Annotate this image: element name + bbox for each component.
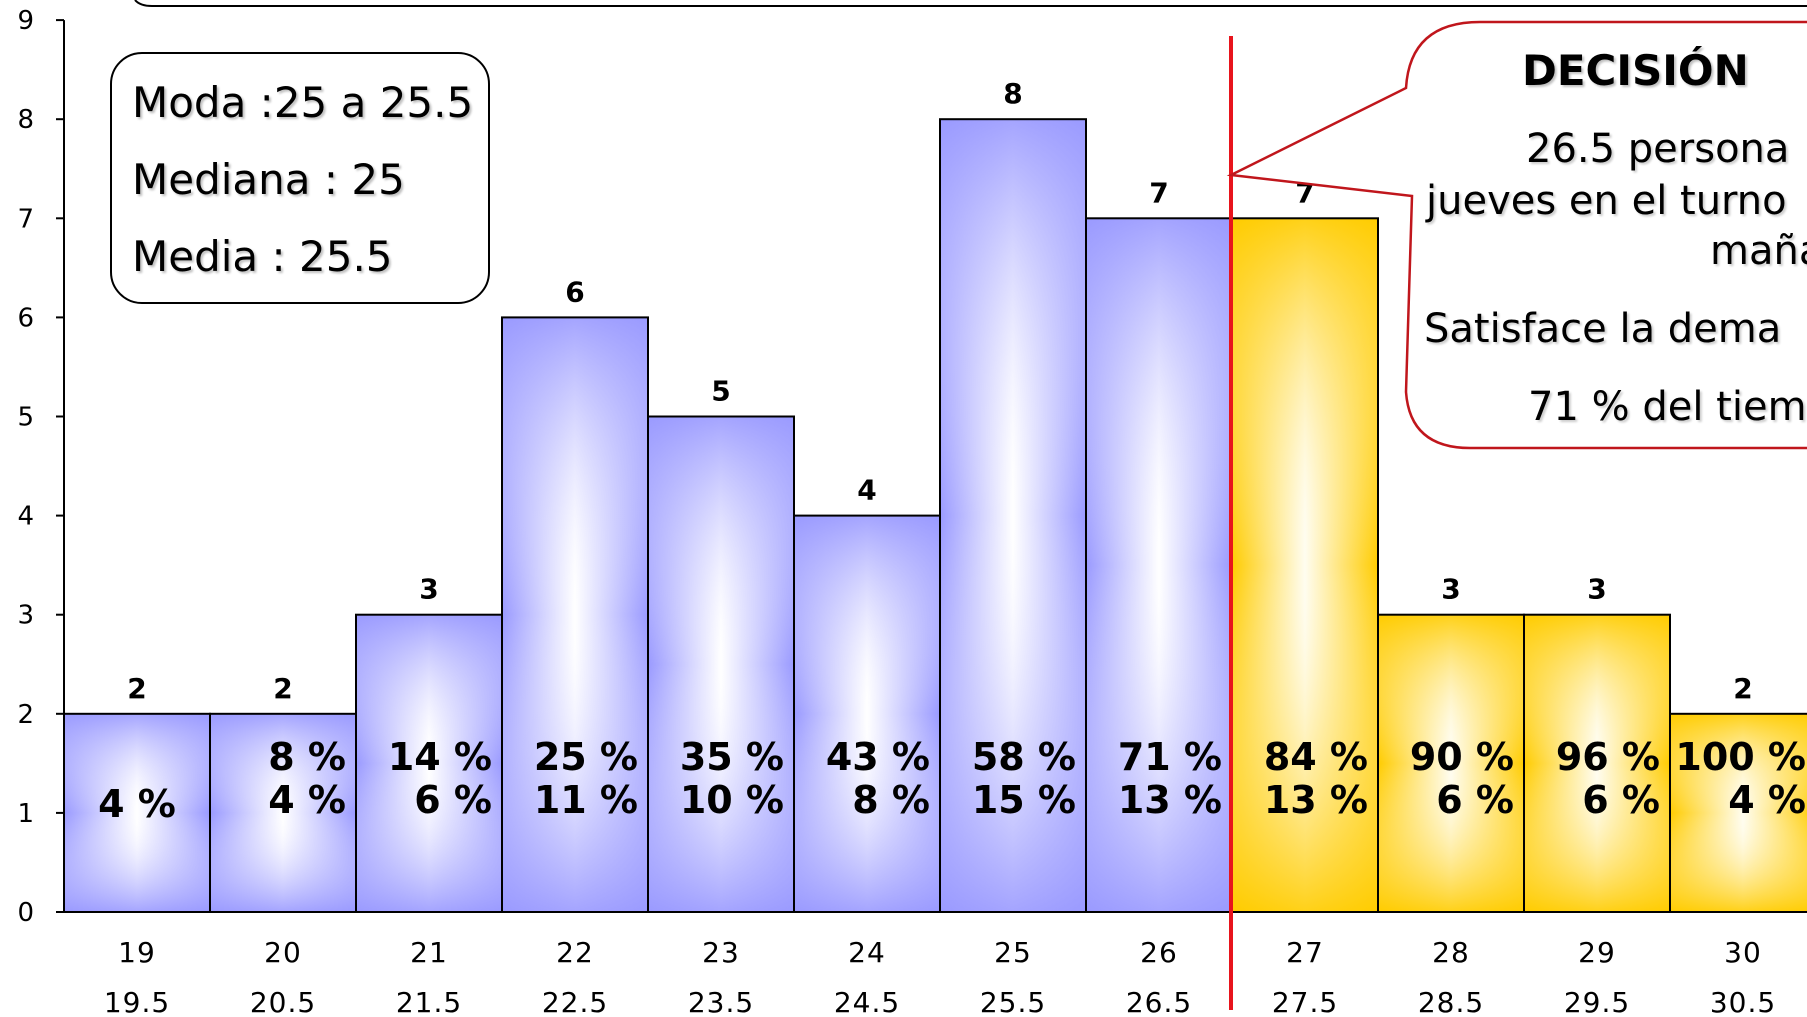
percent-label: 6 % — [414, 778, 492, 822]
cumulative-percent-label: 25 % — [534, 735, 638, 779]
decision-line-3: maña — [1710, 228, 1807, 274]
x-tick-sublabel: 24.5 — [834, 986, 900, 1017]
x-tick-sublabel: 19.5 — [104, 986, 170, 1017]
x-tick-label: 23 — [702, 936, 740, 969]
x-tick-sublabel: 27.5 — [1272, 986, 1338, 1017]
x-tick-label: 19 — [118, 936, 156, 969]
percent-label: 4 % — [98, 782, 176, 826]
bar-shade — [1377, 613, 1525, 913]
cumulative-percent-label: 35 % — [680, 735, 784, 779]
bar-value-label: 5 — [711, 375, 730, 408]
x-tick-label: 22 — [556, 936, 594, 969]
bar-value-label: 8 — [1003, 77, 1022, 110]
bar-shade — [939, 118, 1087, 913]
x-tick-sublabel: 26.5 — [1126, 986, 1192, 1017]
percent-label: 8 % — [852, 778, 930, 822]
cumulative-percent-label: 58 % — [972, 735, 1076, 779]
percent-label: 15 % — [972, 778, 1076, 822]
bar-shade — [1231, 217, 1379, 914]
x-tick-sublabel: 20.5 — [250, 986, 316, 1017]
bar-value-label: 4 — [857, 474, 876, 507]
x-tick-sublabel: 22.5 — [542, 986, 608, 1017]
percent-label: 11 % — [534, 778, 638, 822]
x-tick-label: 27 — [1286, 936, 1324, 969]
median-text: Mediana : 25 — [132, 155, 405, 204]
x-tick-label: 26 — [1140, 936, 1178, 969]
bar-value-label: 2 — [127, 672, 146, 705]
statistics-box: Moda :25 a 25.5 Mediana : 25 Media : 25.… — [110, 52, 490, 304]
cumulative-percent-label: 43 % — [826, 735, 930, 779]
x-tick-label: 30 — [1724, 936, 1762, 969]
bar-shade — [1669, 712, 1807, 913]
x-tick-sublabel: 30.5 — [1710, 986, 1776, 1017]
y-tick-label: 8 — [17, 105, 34, 135]
percent-label: 10 % — [680, 778, 784, 822]
percent-label: 13 % — [1264, 778, 1368, 822]
x-tick-label: 20 — [264, 936, 302, 969]
bar-shade — [793, 514, 941, 913]
cumulative-percent-label: 100 % — [1675, 735, 1806, 779]
x-tick-sublabel: 25.5 — [980, 986, 1046, 1017]
decision-line-1: 26.5 persona — [1526, 126, 1790, 172]
x-tick-sublabel: 29.5 — [1564, 986, 1630, 1017]
x-tick-sublabel: 28.5 — [1418, 986, 1484, 1017]
y-tick-label: 9 — [17, 6, 34, 36]
bar-shade — [501, 316, 649, 913]
y-tick-label: 3 — [17, 601, 34, 631]
bar-value-label: 3 — [1441, 573, 1460, 606]
decision-line-4: Satisface la dema — [1424, 306, 1782, 352]
cumulative-percent-label: 96 % — [1556, 735, 1660, 779]
bar-value-label: 2 — [273, 672, 292, 705]
bar-value-label: 7 — [1149, 176, 1168, 209]
percent-label: 4 % — [1728, 778, 1806, 822]
percent-label: 4 % — [268, 778, 346, 822]
y-tick-label: 1 — [17, 799, 34, 829]
bar-shade — [63, 712, 211, 913]
y-tick-label: 2 — [17, 700, 34, 730]
bar-value-label: 2 — [1733, 672, 1752, 705]
mean-text: Media : 25.5 — [132, 232, 393, 281]
bar-labels: 24 %28 %4 %314 %6 %625 %11 %535 %10 %443… — [98, 77, 1806, 826]
x-tick-label: 28 — [1432, 936, 1470, 969]
x-tick-label: 21 — [410, 936, 448, 969]
bar-shade — [209, 712, 357, 913]
decision-line-5: 71 % del tiem — [1528, 384, 1807, 430]
decision-line-2: jueves en el turno — [1426, 178, 1787, 224]
y-tick-label: 7 — [17, 204, 34, 234]
x-tick-label: 29 — [1578, 936, 1616, 969]
top-banner-border — [134, 0, 1807, 7]
x-tick-label: 24 — [848, 936, 886, 969]
y-tick-label: 6 — [17, 303, 34, 333]
bar-shade — [647, 415, 795, 913]
x-tick-sublabel: 21.5 — [396, 986, 462, 1017]
x-tick-label: 25 — [994, 936, 1032, 969]
cumulative-percent-label: 90 % — [1410, 735, 1514, 779]
bar-value-label: 6 — [565, 275, 584, 308]
bar-value-label: 3 — [1587, 573, 1606, 606]
cumulative-percent-label: 71 % — [1118, 735, 1222, 779]
y-tick-label: 4 — [17, 502, 34, 532]
mode-text: Moda :25 a 25.5 — [132, 78, 474, 127]
y-tick-label: 5 — [17, 403, 34, 433]
bar-shade — [355, 613, 503, 913]
x-tick-sublabel: 23.5 — [688, 986, 754, 1017]
y-tick-label: 0 — [17, 898, 34, 928]
x-axis-labels: 19 19.5 20 20.5 21 21.5 22 22.5 23 23.5 24 24.5 25 25… — [104, 936, 1776, 1017]
cumulative-percent-label: 8 % — [268, 735, 346, 779]
decision-title: DECISIÓN — [1522, 46, 1749, 95]
percent-label: 6 % — [1582, 778, 1660, 822]
bars — [63, 118, 1807, 914]
percent-label: 6 % — [1436, 778, 1514, 822]
cumulative-percent-label: 84 % — [1264, 735, 1368, 779]
decision-callout — [1226, 20, 1807, 450]
bar-value-label: 3 — [419, 573, 438, 606]
percent-label: 13 % — [1118, 778, 1222, 822]
cumulative-percent-label: 14 % — [388, 735, 492, 779]
